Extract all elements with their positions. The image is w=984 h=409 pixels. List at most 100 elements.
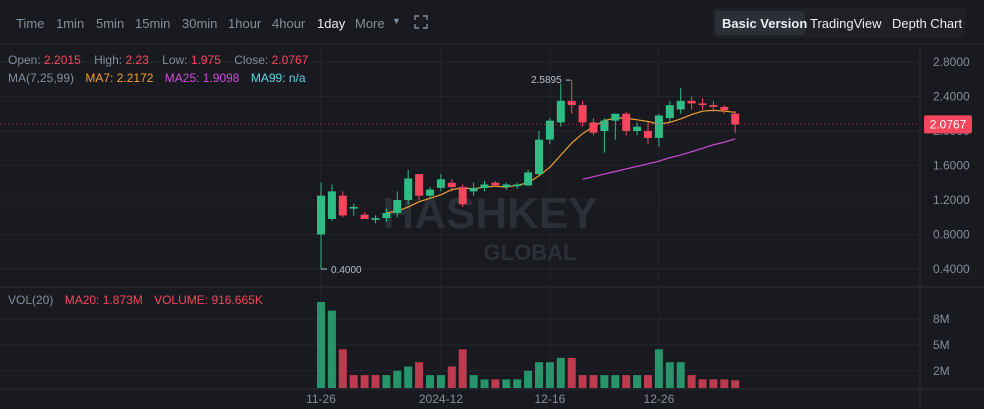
candle[interactable] — [665, 100, 674, 123]
candle[interactable] — [556, 83, 565, 127]
volume-bar[interactable] — [436, 375, 445, 388]
candle-body — [556, 100, 565, 123]
candle[interactable] — [393, 191, 402, 218]
candle[interactable] — [327, 184, 336, 221]
candle[interactable] — [709, 100, 718, 113]
candle[interactable] — [720, 105, 729, 114]
candle[interactable] — [600, 118, 609, 153]
volume-bar[interactable] — [317, 302, 325, 388]
timeframe-30min[interactable]: 30min — [182, 16, 218, 31]
volume-bar[interactable] — [676, 362, 685, 388]
volume-bar[interactable] — [567, 357, 576, 388]
candle[interactable] — [404, 169, 413, 205]
volume-bar[interactable] — [687, 375, 696, 388]
depth-chart-button[interactable]: Depth Chart — [892, 16, 963, 31]
volume-bar[interactable] — [327, 310, 336, 388]
fullscreen-icon[interactable] — [414, 15, 428, 29]
volume-bar[interactable] — [382, 375, 391, 388]
candle[interactable] — [589, 118, 598, 136]
candle[interactable] — [676, 87, 685, 114]
basic-version-button[interactable]: Basic Version — [722, 16, 808, 31]
volume-bar[interactable] — [545, 362, 554, 388]
timeframe-1day[interactable]: 1day — [317, 16, 346, 31]
candle[interactable] — [469, 182, 478, 196]
version-switcher: Basic Version TradingView Depth Chart — [712, 8, 966, 38]
volume-bar[interactable] — [360, 375, 369, 388]
candle[interactable] — [545, 118, 554, 144]
timeframe-5min[interactable]: 5min — [96, 16, 125, 31]
volume-bar[interactable] — [665, 362, 674, 388]
candle[interactable] — [644, 122, 652, 144]
candle[interactable] — [698, 98, 707, 110]
volume-bar[interactable] — [404, 366, 413, 389]
volume-bar[interactable] — [349, 375, 358, 388]
candle[interactable] — [415, 174, 424, 200]
volume-bar[interactable] — [709, 379, 718, 388]
timeframe-time[interactable]: Time — [16, 16, 45, 31]
candle[interactable] — [338, 191, 347, 218]
volume-bar[interactable] — [633, 375, 642, 388]
candle[interactable] — [567, 80, 576, 114]
candle[interactable] — [633, 122, 642, 136]
volume-bar[interactable] — [524, 370, 533, 388]
candle[interactable] — [578, 100, 587, 127]
timeframe-4hour[interactable]: 4hour — [272, 16, 306, 31]
volume-bar[interactable] — [654, 349, 663, 388]
candle[interactable] — [502, 182, 511, 190]
candle[interactable] — [480, 181, 489, 192]
volume-bar[interactable] — [338, 349, 347, 388]
timeframe-1min[interactable]: 1min — [56, 16, 85, 31]
tradingview-button[interactable]: TradingView — [810, 16, 882, 31]
volume-bar[interactable] — [589, 375, 598, 388]
volume-bar[interactable] — [698, 379, 707, 388]
volume-bar[interactable] — [393, 370, 402, 388]
candle[interactable] — [317, 182, 325, 269]
candle[interactable] — [426, 187, 434, 199]
candle[interactable] — [513, 182, 522, 189]
volume-bar[interactable] — [611, 375, 620, 388]
volume-bar[interactable] — [731, 380, 740, 388]
candle[interactable] — [349, 203, 358, 216]
candle[interactable] — [382, 208, 391, 222]
volume-bar[interactable] — [469, 375, 478, 388]
volume-bar[interactable] — [491, 379, 500, 388]
volume-bar[interactable] — [458, 349, 467, 388]
volume-bar[interactable] — [447, 366, 456, 389]
close-value: 2.0767 — [271, 53, 309, 67]
vol-ma20-value: MA20: 1.873M — [64, 293, 143, 307]
candle[interactable] — [447, 179, 456, 192]
candle[interactable] — [371, 215, 380, 224]
volume-bar[interactable] — [502, 379, 511, 388]
timeframe-15min[interactable]: 15min — [135, 16, 171, 31]
candle[interactable] — [622, 112, 631, 136]
volume-bar[interactable] — [535, 362, 543, 388]
volume-bar[interactable] — [415, 362, 424, 388]
volume-bar[interactable] — [371, 375, 380, 388]
candle[interactable] — [535, 131, 543, 176]
volume-bar[interactable] — [578, 375, 587, 388]
volume-tick-label: 5M — [933, 338, 950, 352]
candle[interactable] — [524, 169, 533, 187]
ma7-value: MA7: 2.2172 — [85, 71, 154, 85]
candle[interactable] — [491, 181, 500, 188]
volume-bar[interactable] — [480, 379, 489, 388]
candle[interactable] — [731, 111, 740, 134]
candle[interactable] — [436, 174, 445, 192]
volume-bar[interactable] — [622, 375, 631, 388]
volume-bar[interactable] — [600, 375, 609, 388]
candle-body — [545, 120, 554, 140]
candle[interactable] — [611, 113, 620, 140]
candle[interactable] — [458, 184, 467, 207]
volume-bar[interactable] — [556, 357, 565, 388]
candle[interactable] — [654, 113, 663, 147]
candle[interactable] — [687, 96, 696, 110]
volume-bar[interactable] — [426, 375, 434, 388]
timeframe-more[interactable]: More — [355, 16, 385, 31]
timeframe-1hour[interactable]: 1hour — [228, 16, 262, 31]
volume-bar[interactable] — [644, 375, 652, 388]
volume-bar[interactable] — [720, 379, 729, 388]
chevron-down-icon[interactable]: ▼ — [392, 16, 401, 26]
candle[interactable] — [360, 212, 369, 219]
volume-bar[interactable] — [513, 379, 522, 388]
